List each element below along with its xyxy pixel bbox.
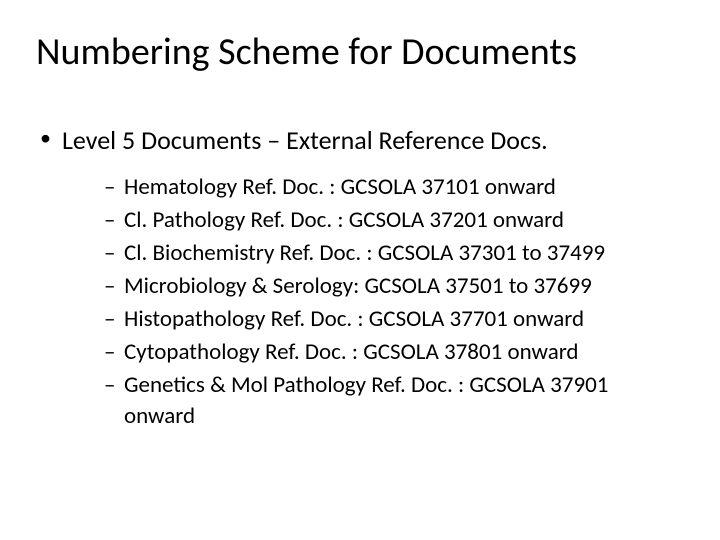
list-item: Cl. Biochemistry Ref. Doc. : GCSOLA 3730… (104, 238, 684, 269)
slide: Numbering Scheme for Documents Level 5 D… (0, 0, 720, 540)
list-item: Genetics & Mol Pathology Ref. Doc. : GCS… (104, 370, 684, 432)
list-item: Histopathology Ref. Doc. : GCSOLA 37701 … (104, 304, 684, 335)
slide-title: Numbering Scheme for Documents (36, 32, 684, 74)
bullet-level1: Level 5 Documents – External Reference D… (36, 124, 684, 158)
list-item: Cytopathology Ref. Doc. : GCSOLA 37801 o… (104, 337, 684, 368)
bullet-level2-list: Hematology Ref. Doc. : GCSOLA 37101 onwa… (36, 172, 684, 432)
list-item: Hematology Ref. Doc. : GCSOLA 37101 onwa… (104, 172, 684, 203)
list-item: Microbiology & Serology: GCSOLA 37501 to… (104, 271, 684, 302)
list-item: Cl. Pathology Ref. Doc. : GCSOLA 37201 o… (104, 205, 684, 236)
